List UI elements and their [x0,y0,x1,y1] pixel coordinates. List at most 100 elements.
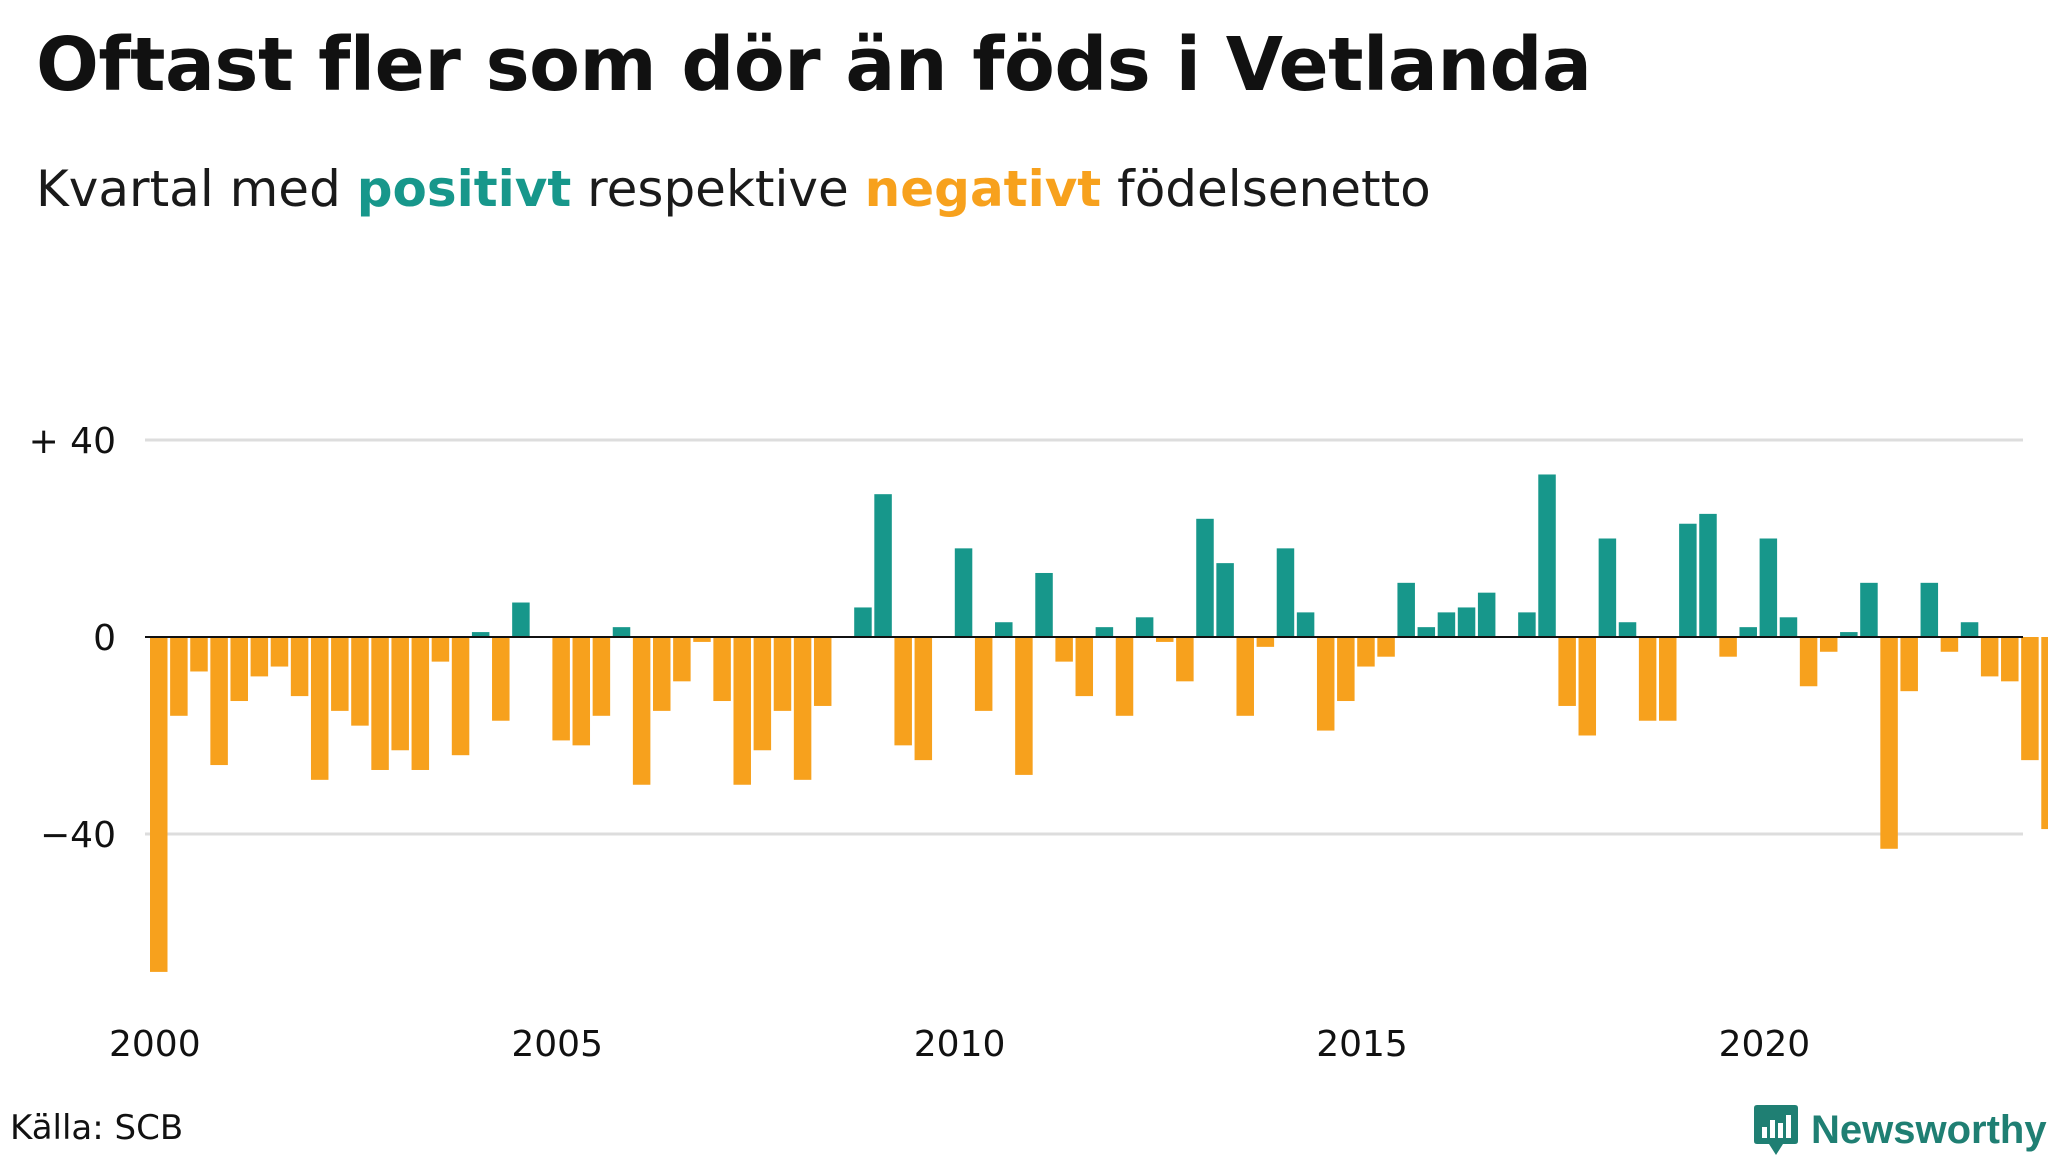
bar [1960,622,1979,637]
bar [1598,538,1617,637]
bar [2021,637,2039,761]
bar [471,632,490,637]
bar [1276,548,1295,637]
bar [1236,637,1254,716]
bar [1457,607,1476,637]
bar [1055,637,1073,662]
bar [1799,637,1818,687]
bar [1719,637,1737,657]
bar [612,627,631,637]
bar [1095,627,1114,637]
gridlines [145,438,2023,836]
bar [1860,582,1878,637]
chart-subtitle: Kvartal med positivt respektive negativt… [36,160,1431,218]
brand-name: Newsworthy [1811,1107,2047,1152]
x-tick-label: 2015 [1316,1024,1408,1060]
source-note: Källa: SCB [10,1108,184,1148]
bar [552,637,570,741]
bar [1980,637,1999,677]
bar [894,637,912,746]
bar [1296,612,1315,638]
bar [1477,592,1496,637]
bar [1397,582,1415,637]
bar [1538,474,1556,637]
bar [1316,637,1335,731]
y-tick-label: −40 [40,815,116,856]
bar [1759,538,1778,637]
bar [1900,637,1918,692]
bar [371,637,389,770]
bar [1558,637,1576,706]
bar [492,637,510,721]
bar [1417,627,1436,637]
y-tick-label: 0 [93,618,116,659]
bar [1135,617,1154,637]
bar [1779,617,1798,637]
bar [693,637,711,642]
bar [1699,513,1717,638]
bar [451,637,470,756]
bar [1940,637,1959,652]
bar [2001,637,2019,682]
bar [1880,637,1898,849]
bar [512,602,530,637]
bar [351,637,369,726]
bar [230,637,248,702]
bar [1659,637,1677,721]
bar [592,637,611,716]
x-axis-ticks: 2000 2005 2010 2015 2020 [109,1024,1810,1060]
bar [673,637,691,682]
bar [793,637,812,780]
newsworthy-logo: Newsworthy [1753,1100,2047,1160]
bar [713,637,731,702]
bar [331,637,349,711]
newsworthy-logo-icon [1754,1105,1798,1155]
bar-chart: + 40 0 −40 2000 2005 2010 2015 2020 [29,421,2048,1060]
bar [874,494,892,637]
bar [1518,612,1536,638]
bar [773,637,792,711]
bar [733,637,751,785]
bar [1578,637,1597,736]
bar [974,637,993,711]
subtitle-suffix: födelsenetto [1101,160,1431,218]
bar [1256,637,1275,647]
y-tick-label: + 40 [29,421,116,462]
bar [2041,637,2048,830]
bar [1357,637,1375,667]
bar [995,622,1013,637]
bar [190,637,208,672]
bar [653,637,671,711]
x-tick-label: 2005 [511,1024,603,1060]
bar [1739,627,1757,637]
bar [391,637,409,751]
bar [572,637,591,746]
chart-title: Oftast fler som dör än föds i Vetlanda [36,22,1592,108]
x-tick-label: 2020 [1719,1024,1811,1060]
bar [1015,637,1033,775]
subtitle-middle: respektive [571,160,865,218]
bar [813,637,832,706]
bar [632,637,651,785]
bar [1216,563,1234,638]
bar [1920,582,1939,637]
bar [1679,523,1697,637]
bar [1035,572,1053,637]
bar [1156,637,1174,642]
subtitle-positive-word: positivt [356,160,572,218]
bar [290,637,309,697]
bar [150,637,168,972]
bar [1115,637,1134,716]
bar [753,637,772,751]
bar [411,637,430,770]
bar [170,637,188,716]
subtitle-negative-word: negativt [864,160,1102,218]
bar [1075,637,1094,697]
bars [150,474,2048,972]
bar [1638,637,1657,721]
bar [1196,518,1214,637]
bar [1337,637,1355,702]
bar [1176,637,1194,682]
bar [1819,637,1838,652]
subtitle-prefix: Kvartal med [36,160,357,218]
